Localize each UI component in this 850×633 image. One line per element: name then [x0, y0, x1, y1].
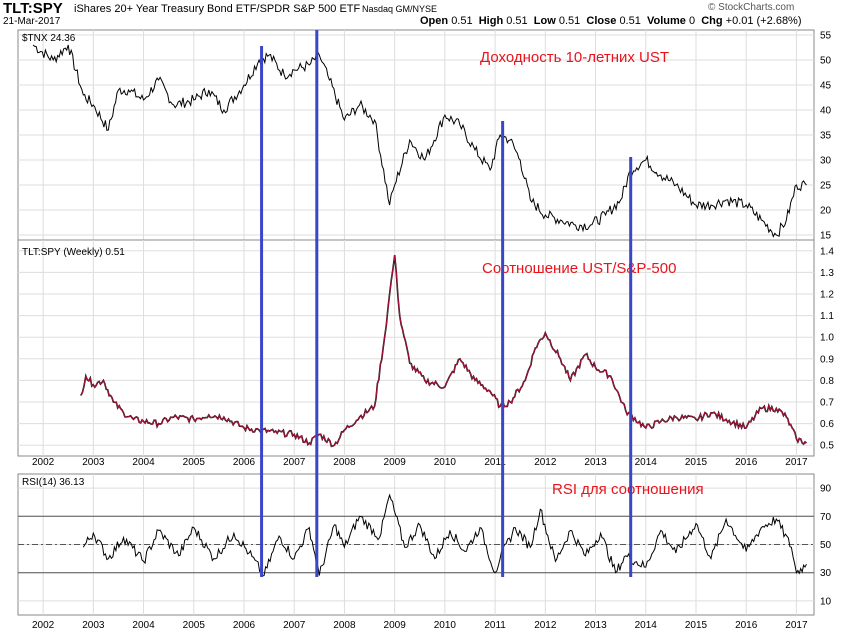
- x-tick-label: 2012: [534, 457, 557, 468]
- y-tick-label: 1.4: [820, 246, 834, 257]
- x-tick-label: 2015: [685, 457, 708, 468]
- x-tick-label: 2004: [132, 457, 155, 468]
- y-tick-label: 0.9: [820, 354, 834, 365]
- y-tick-label: 1.2: [820, 290, 834, 301]
- volume-value: 0: [688, 15, 696, 27]
- y-tick-label: 0.7: [820, 398, 834, 409]
- x-tick-label: 2009: [384, 457, 407, 468]
- rsi-series-line: [82, 493, 807, 577]
- panel-annotation: RSI для соотношения: [552, 481, 704, 498]
- x-tick-label: 2017: [785, 620, 808, 631]
- open-value: 0.51: [451, 15, 473, 27]
- chg-value: +0.01 (+2.68%): [725, 15, 802, 27]
- y-tick-label: 1.1: [820, 311, 834, 322]
- x-tick-label: 2014: [635, 620, 658, 631]
- x-tick-label: 2006: [233, 457, 256, 468]
- x-tick-label: 2003: [82, 620, 105, 631]
- chart-date: 21-Mar-2017: [3, 16, 61, 27]
- y-tick-label: 55: [820, 31, 832, 42]
- y-tick-label: 50: [820, 56, 832, 67]
- x-tick-label: 2009: [384, 620, 407, 631]
- y-tick-label: 0.5: [820, 441, 834, 452]
- x-tick-label: 2004: [132, 620, 155, 631]
- watermark: © StockCharts.com: [708, 2, 795, 13]
- y-tick-label: 15: [820, 231, 832, 242]
- volume-label: Volume: [646, 15, 686, 27]
- open-label: Open: [420, 15, 449, 27]
- panel-legend: $TNX 24.36: [22, 33, 76, 44]
- x-tick-label: 2014: [635, 457, 658, 468]
- high-label: High: [478, 15, 504, 27]
- y-tick-label: 30: [820, 156, 832, 167]
- x-tick-label: 2007: [283, 620, 306, 631]
- instrument-name: iShares 20+ Year Treasury Bond ETF/SPDR …: [74, 3, 361, 15]
- y-tick-label: 40: [820, 106, 832, 117]
- x-tick-label: 2007: [283, 457, 306, 468]
- x-tick-label: 2010: [434, 620, 457, 631]
- y-tick-label: 30: [820, 568, 832, 579]
- x-tick-label: 2011: [484, 457, 506, 468]
- x-tick-label: 2010: [434, 457, 457, 468]
- panel-frame-2: [17, 239, 815, 457]
- y-tick-label: 25: [820, 181, 832, 192]
- y-tick-label: 50: [820, 540, 832, 551]
- panel-legend: RSI(14) 36.13: [22, 477, 85, 488]
- panel-legend: TLT:SPY (Weekly) 0.51: [22, 247, 125, 258]
- x-tick-label: 2017: [785, 457, 808, 468]
- x-tick-label: 2005: [183, 457, 206, 468]
- close-label: Close: [586, 15, 617, 27]
- low-value: 0.51: [558, 15, 581, 27]
- y-tick-label: 70: [820, 512, 832, 523]
- panel-annotation: Доходность 10-летних UST: [480, 49, 669, 66]
- x-tick-label: 2005: [183, 620, 206, 631]
- ratio-series-line: [80, 255, 807, 447]
- y-tick-label: 1.3: [820, 268, 834, 279]
- x-tick-label: 2013: [584, 457, 607, 468]
- panel-annotation: Соотношение UST/S&P-500: [482, 260, 676, 277]
- x-tick-label: 2016: [735, 620, 758, 631]
- x-tick-label: 2011: [484, 620, 506, 631]
- chg-label: Chg: [701, 15, 723, 27]
- y-tick-label: 10: [820, 596, 832, 607]
- x-tick-label: 2006: [233, 620, 256, 631]
- x-tick-label: 2012: [534, 620, 557, 631]
- low-label: Low: [533, 15, 556, 27]
- y-tick-label: 35: [820, 131, 832, 142]
- x-tick-label: 2008: [333, 620, 356, 631]
- y-tick-label: 0.6: [820, 419, 834, 430]
- x-tick-label: 2002: [32, 620, 55, 631]
- close-value: 0.51: [619, 15, 641, 27]
- y-tick-label: 1.0: [820, 333, 834, 344]
- x-tick-label: 2013: [584, 620, 607, 631]
- y-tick-label: 45: [820, 81, 832, 92]
- exchange: Nasdaq GM/NYSE: [362, 4, 438, 14]
- ohlc-readout: Open 0.51 High 0.51 Low 0.51 Close 0.51 …: [420, 15, 802, 27]
- x-tick-label: 2016: [735, 457, 758, 468]
- x-tick-label: 2002: [32, 457, 55, 468]
- y-tick-label: 90: [820, 484, 832, 495]
- x-tick-label: 2003: [82, 457, 105, 468]
- y-tick-label: 0.8: [820, 376, 834, 387]
- symbol: TLT:SPY: [3, 0, 63, 17]
- tnx-series-line: [32, 44, 807, 238]
- x-tick-label: 2015: [685, 620, 708, 631]
- x-tick-label: 2008: [333, 457, 356, 468]
- high-value: 0.51: [506, 15, 528, 27]
- y-tick-label: 20: [820, 206, 832, 217]
